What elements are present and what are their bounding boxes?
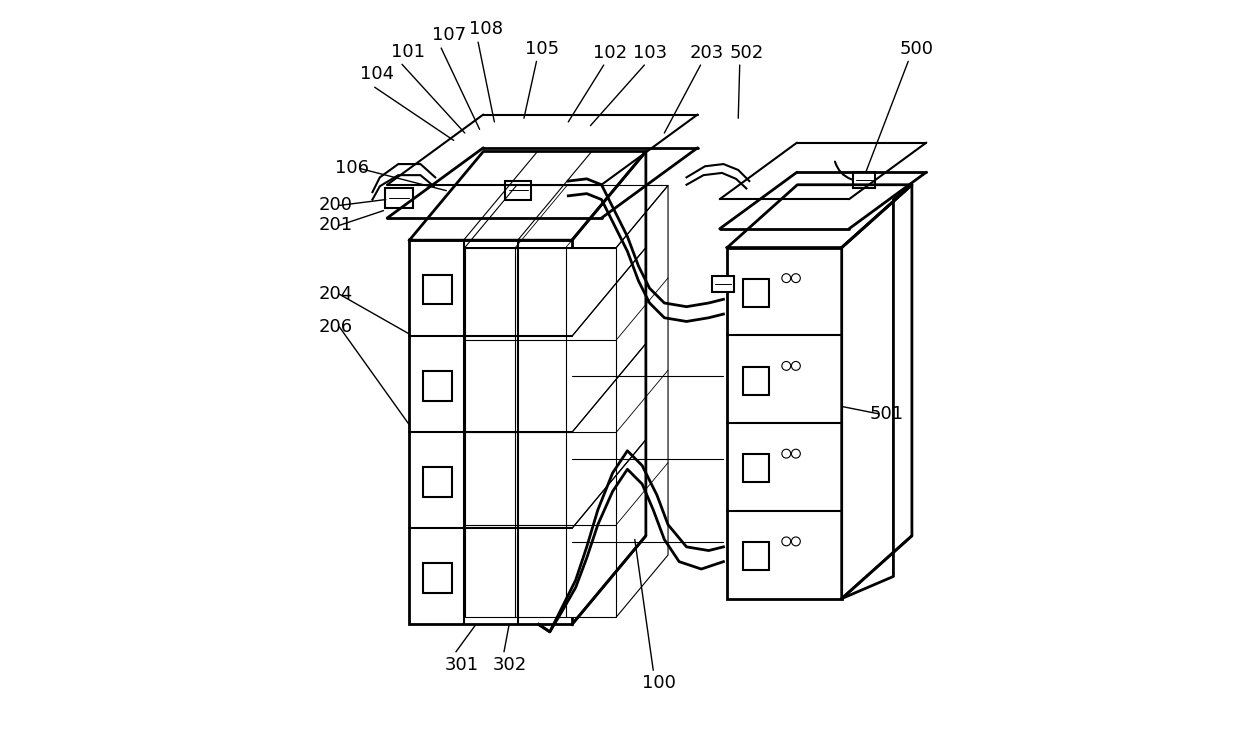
Bar [744,367,769,395]
Text: 203: 203 [689,44,724,62]
Text: 201: 201 [319,217,352,234]
Text: 500: 500 [899,40,934,58]
Bar [506,181,531,200]
Text: 101: 101 [391,44,425,61]
Bar [712,276,734,292]
Text: 103: 103 [634,44,667,62]
Bar [409,240,572,624]
Text: 104: 104 [360,65,394,83]
Bar [465,248,616,617]
Bar [423,467,453,497]
Text: 100: 100 [642,674,676,692]
Bar [744,454,769,483]
Text: 106: 106 [336,160,370,177]
Text: 108: 108 [469,21,502,38]
Bar [423,371,453,401]
Text: 502: 502 [729,44,764,62]
Text: 107: 107 [432,27,466,44]
Bar [744,279,769,307]
Bar [384,188,413,208]
Bar [744,542,769,571]
Text: 105: 105 [526,40,559,58]
Bar [727,248,842,599]
Polygon shape [842,185,911,599]
Text: 200: 200 [319,197,352,214]
Bar [853,172,875,188]
Bar [423,563,453,593]
Text: 206: 206 [319,318,352,336]
Text: 501: 501 [869,405,904,423]
Text: 301: 301 [445,656,479,674]
Text: 204: 204 [319,285,352,303]
Bar [423,275,453,304]
Text: 102: 102 [593,44,626,62]
Text: 302: 302 [492,656,527,674]
